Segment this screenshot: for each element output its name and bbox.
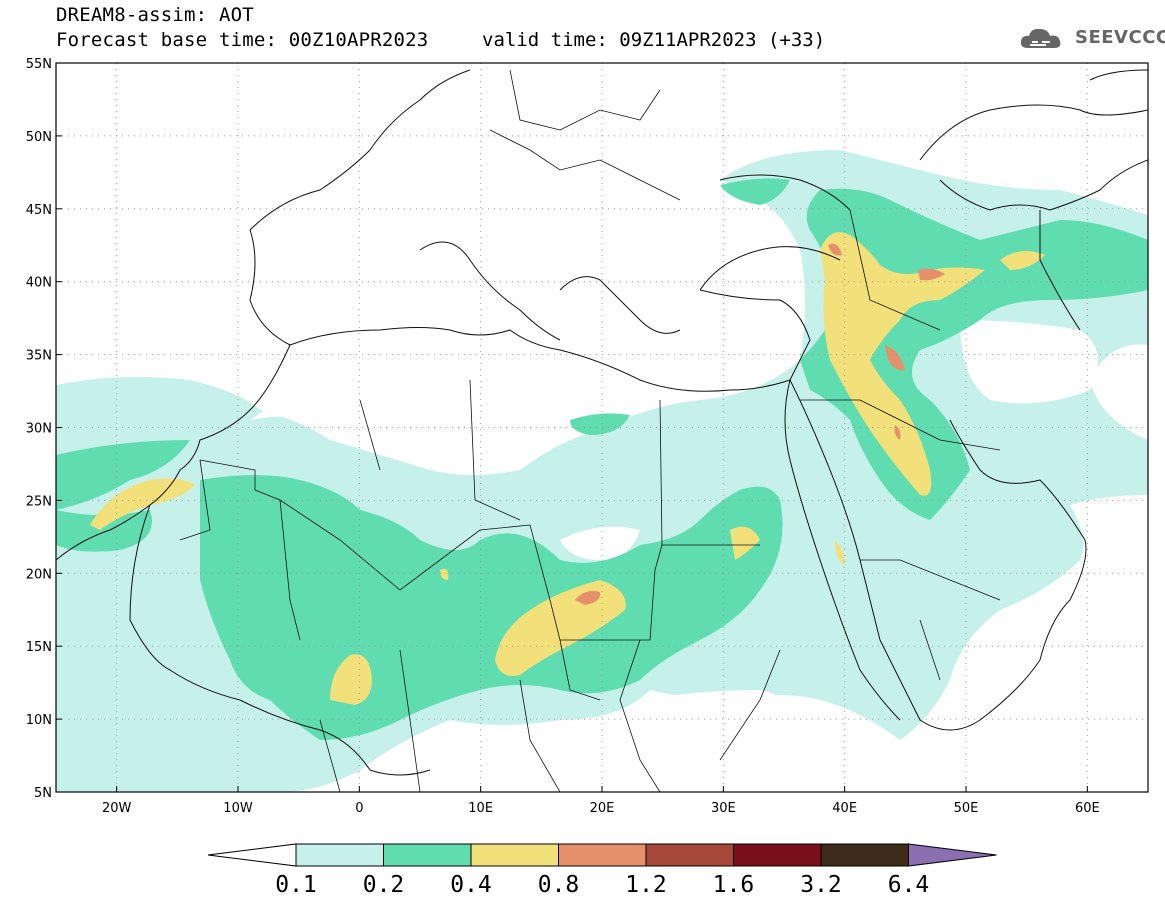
- aot-map: 20W 10W 0 10E 20E 30E 40E 50E 60E 55N 50N 45N 40N 35…: [26, 57, 1149, 816]
- x-tick-label: 40E: [832, 801, 857, 816]
- colorbar-label: 0.1: [275, 872, 317, 898]
- colorbar-low-arrow: [207, 843, 297, 867]
- y-tick-label: 40N: [26, 276, 52, 291]
- colorbar-labels: 0.1 0.2 0.4 0.8 1.2 1.6 3.2 6.4: [275, 872, 929, 898]
- x-tick-label: 20W: [102, 801, 132, 816]
- colorbar-swatch: [645, 843, 734, 867]
- x-tick-label: 20E: [590, 801, 615, 816]
- colorbar-label: 0.8: [538, 872, 580, 898]
- colorbar-swatch: [470, 843, 559, 867]
- aot-band-0.4: [90, 232, 1045, 705]
- colorbar-high-arrow: [908, 843, 997, 867]
- colorbar-label: 0.2: [363, 872, 405, 898]
- y-tick-label: 35N: [26, 349, 52, 364]
- x-tick-label: 60E: [1075, 801, 1100, 816]
- colorbar-boxes: [207, 843, 997, 867]
- x-tick-label: 10W: [223, 801, 253, 816]
- colorbar-label: 3.2: [800, 872, 842, 898]
- y-tick-label: 15N: [26, 640, 52, 655]
- colorbar-label: 0.4: [450, 872, 492, 898]
- logo-text: SEEVCCC: [1075, 27, 1165, 48]
- x-tick-label: 30E: [711, 801, 736, 816]
- y-tick-label: 20N: [26, 567, 52, 582]
- colorbar-swatch: [558, 843, 647, 867]
- aot-band-0.8: [575, 243, 945, 605]
- y-tick-label: 55N: [26, 57, 52, 72]
- coastlines: [56, 69, 1148, 776]
- colorbar-swatch: [820, 843, 909, 867]
- forecast-base-time: Forecast base time: 00Z10APR2023: [56, 29, 429, 51]
- colorbar-swatch: [383, 843, 472, 867]
- y-tick-label: 45N: [26, 203, 52, 218]
- map-title: DREAM8-assim: AOT: [56, 4, 254, 26]
- y-tick-label: 25N: [26, 494, 52, 509]
- y-tick-label: 10N: [26, 713, 52, 728]
- colorbar-swatch: [295, 843, 384, 867]
- valid-time: valid time: 09Z11APR2023 (+33): [482, 29, 826, 51]
- colorbar-label: 1.2: [625, 872, 667, 898]
- y-tick-label: 50N: [26, 130, 52, 145]
- y-tick-label: 30N: [26, 422, 52, 437]
- y-tick-label: 5N: [34, 786, 52, 801]
- aot-clear-regions: [250, 320, 1098, 792]
- x-tick-label: 0: [355, 801, 363, 816]
- colorbar-label: 1.6: [713, 872, 755, 898]
- colorbar-label: 6.4: [888, 872, 930, 898]
- x-tick-label: 50E: [954, 801, 979, 816]
- x-axis: 20W 10W 0 10E 20E 30E 40E 50E 60E: [102, 786, 1100, 816]
- y-axis: 55N 50N 45N 40N 35N 30N 25N 20N 15N 10N 5N: [26, 57, 62, 801]
- country-borders: [179, 69, 1001, 792]
- colorbar-swatch: [733, 843, 822, 867]
- cloud-logo-icon: [1020, 28, 1061, 48]
- x-tick-label: 10E: [468, 801, 493, 816]
